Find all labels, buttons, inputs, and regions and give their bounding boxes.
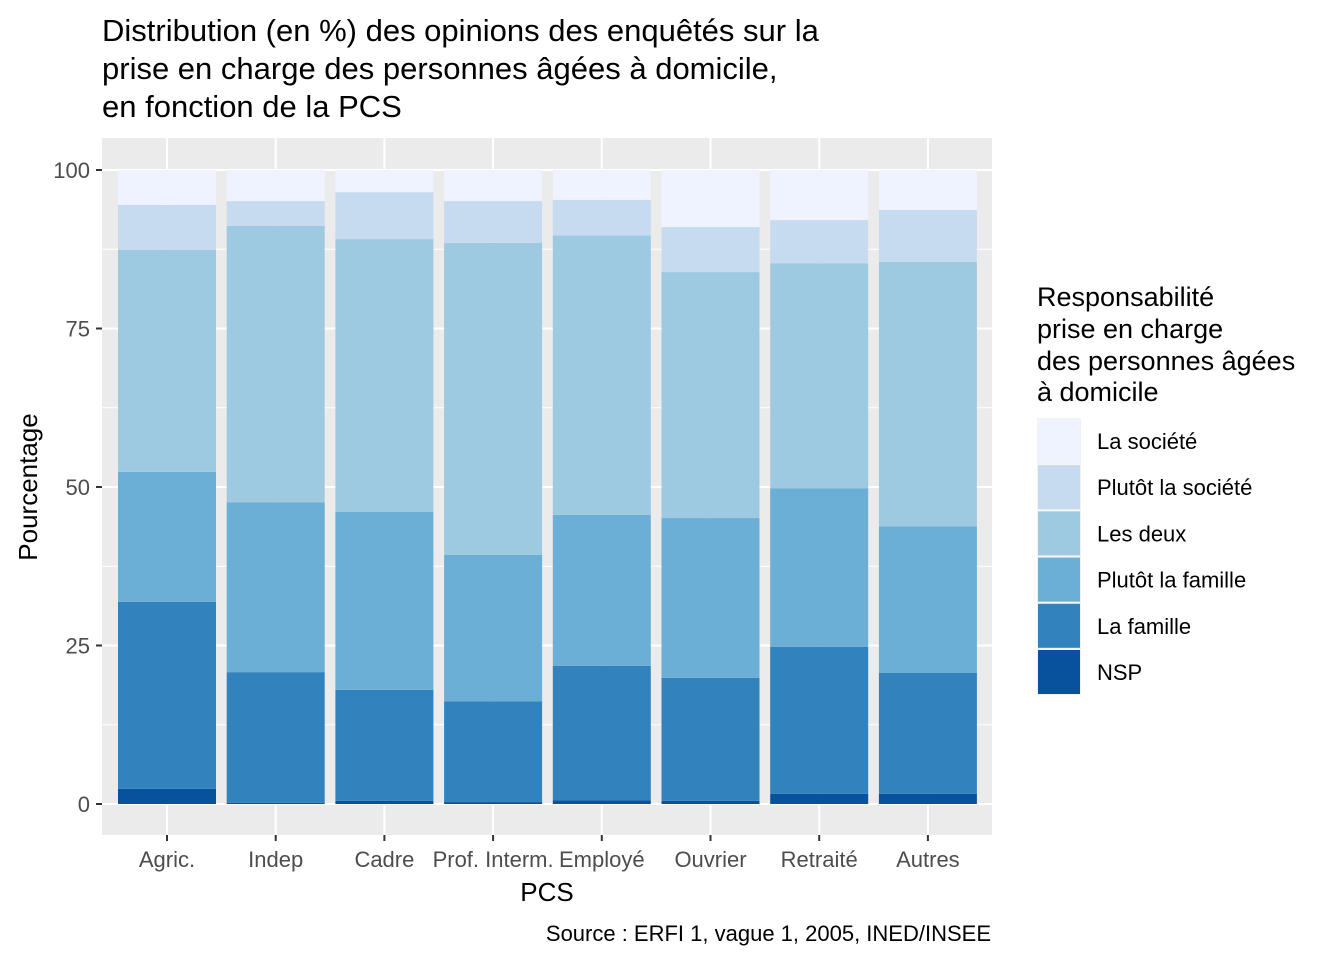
bar-segment [770,793,869,804]
y-tick-label: 25 [66,634,90,659]
legend-swatch [1038,650,1080,694]
bar-segment [552,170,651,200]
bar-segment [335,170,434,193]
legend-swatch [1038,603,1080,648]
bar-segment [226,672,325,803]
y-tick-label: 100 [53,158,90,183]
bar-segment [552,199,651,236]
bar-segment [661,518,760,678]
legend-label: Plutôt la société [1097,475,1252,500]
chart-title-line-3: en fonction de la PCS [102,89,402,124]
source-caption: Source : ERFI 1, vague 1, 2005, INED/INS… [546,921,991,946]
bar-segment [878,526,977,673]
chart-title-line-1: Distribution (en %) des opinions des enq… [102,13,820,48]
x-tick-label: Agric. [139,847,195,872]
bar-segment [335,511,434,690]
legend-swatch [1038,511,1080,556]
legend-swatch [1038,557,1080,602]
bar-segment [444,170,543,202]
legend-title-line-1: Responsabilité [1037,282,1214,312]
x-tick-label: Cadre [354,847,414,872]
y-tick-label: 50 [66,475,90,500]
bar-segment [770,170,869,221]
bar-segment [335,800,434,804]
legend-title-line-4: à domicile [1037,377,1159,407]
bar-segment [770,220,869,264]
bar-segment [226,170,325,202]
bar-segment [770,646,869,794]
bar-segment [552,665,651,801]
legend-label: Les deux [1097,521,1186,546]
bar-segment [770,263,869,489]
x-tick-label: Retraité [781,847,858,872]
x-tick-label: Autres [896,847,960,872]
y-axis-title: Pourcentage [13,413,43,560]
bar-segment [661,677,760,801]
legend-title-line-2: prise en charge [1037,314,1223,344]
bar-segment [444,701,543,803]
bar-segment [444,201,543,243]
bar-segment [118,788,216,804]
x-tick-label: Ouvrier [674,847,746,872]
bar-segment [661,170,760,228]
bar-segment [118,170,216,205]
bar-segment [552,800,651,804]
bar-segment [226,225,325,503]
x-axis-title: PCS [520,877,573,907]
bar-segment [661,800,760,804]
bar-segment [226,502,325,673]
bar-segment [552,514,651,666]
bar-segment [878,170,977,210]
chart-title-line-2: prise en charge des personnes âgées à do… [102,51,778,86]
bar-segment [226,201,325,226]
bar-segment [661,227,760,273]
x-tick-label: Prof. Interm. [433,847,554,872]
x-tick-label: Employé [559,847,645,872]
bar-segment [770,488,869,647]
bar-segment [444,554,543,702]
bar-segment [878,261,977,527]
bar-segment [444,802,543,804]
legend-label: La famille [1097,614,1191,639]
legend-label: La société [1097,429,1197,454]
bar-segment [226,802,325,804]
legend-swatch [1038,465,1080,510]
bar-segment [661,272,760,519]
bar-segment [335,689,434,801]
bar-segment [335,192,434,240]
legend: Responsabilité prise en charge des perso… [1037,282,1295,695]
legend-label: Plutôt la famille [1097,568,1246,593]
bar-segment [335,239,434,512]
bar-segment [878,209,977,262]
bar-segment [118,471,216,602]
bar-segment [878,672,977,794]
legend-title-line-3: des personnes âgées [1037,346,1295,376]
bar-segment [118,204,216,250]
legend-label: NSP [1097,660,1142,685]
x-tick-label: Indep [248,847,303,872]
bar-segment [118,601,216,789]
legend-swatch [1038,419,1080,463]
y-tick-label: 75 [66,317,90,342]
bar-segment [878,793,977,804]
bar-segment [444,242,543,555]
bar-segment [552,235,651,515]
y-tick-label: 0 [78,792,90,817]
bar-segment [118,249,216,472]
